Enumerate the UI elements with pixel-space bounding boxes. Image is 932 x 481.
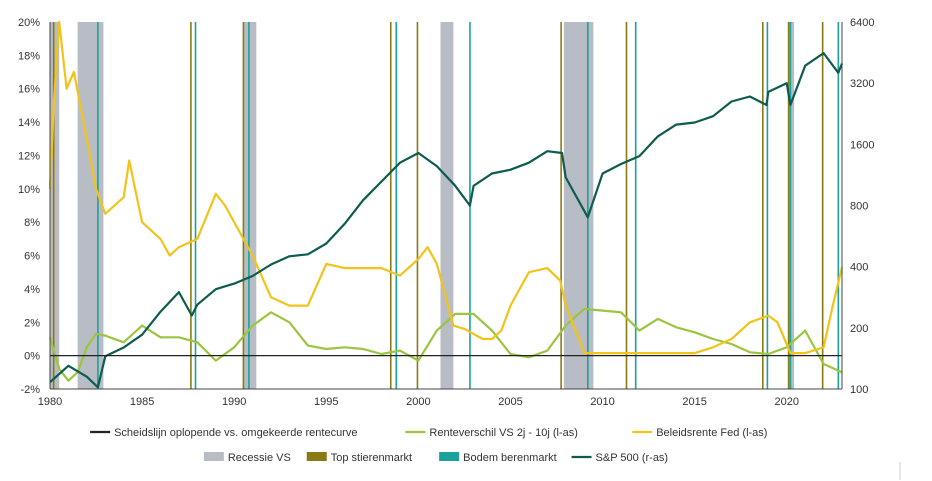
sp500-line — [49, 51, 844, 389]
recession-band — [563, 22, 594, 389]
x-tick-label: 1985 — [130, 396, 154, 408]
right-tick-label: 3200 — [850, 78, 874, 90]
axes: 20% 18% 16% 14% 12% 10% 8% 6% 4% 2% 0% -2% 6400 3200 1… — [18, 17, 875, 408]
right-tick-label: 400 — [850, 262, 868, 274]
x-tick-label: 2005 — [498, 396, 522, 408]
legend-swatch-box — [439, 452, 460, 461]
left-tick-label: 18% — [18, 50, 40, 62]
x-tick-label: 2020 — [775, 396, 799, 408]
series-lines — [48, 20, 844, 389]
left-tick-label: 20% — [18, 17, 40, 29]
left-tick-label: 8% — [24, 217, 40, 229]
recession-band — [788, 22, 795, 389]
x-tick-label: 1995 — [314, 396, 338, 408]
right-tick-label: 200 — [850, 323, 868, 335]
recession-band — [77, 22, 104, 389]
left-tick-label: 10% — [18, 184, 40, 196]
legend-label: Top stierenmarkt — [331, 452, 412, 464]
x-tick-label: 2010 — [590, 396, 614, 408]
recession-bands — [50, 22, 795, 389]
yield-spread-line — [48, 307, 843, 382]
x-tick-label: 1990 — [222, 396, 246, 408]
left-tick-label: 4% — [24, 284, 40, 296]
legend-swatch-box — [203, 452, 224, 461]
legend-label: Bodem berenmarkt — [463, 452, 557, 464]
legend-label: Recessie VS — [228, 452, 291, 464]
right-tick-label: 6400 — [850, 17, 874, 29]
left-tick-label: -2% — [20, 384, 40, 396]
right-tick-label: 800 — [850, 201, 868, 213]
recession-band — [50, 22, 60, 389]
x-tick-label: 2015 — [682, 396, 706, 408]
left-tick-label: 0% — [24, 351, 40, 363]
left-tick-label: 12% — [18, 150, 40, 162]
recession-band — [243, 22, 257, 389]
x-tick-label: 2000 — [406, 396, 430, 408]
left-tick-label: 14% — [18, 117, 40, 129]
left-tick-label: 6% — [24, 251, 40, 263]
right-tick-label: 1600 — [850, 139, 874, 151]
legend: Scheidslijn oplopende vs. omgekeerde ren… — [90, 427, 901, 480]
left-tick-label: 16% — [18, 84, 40, 96]
legend-label: Renteverschil VS 2j - 10j (l-as) — [429, 427, 578, 439]
right-tick-label: 100 — [850, 384, 868, 396]
fed-funds-rate-line — [48, 20, 844, 355]
x-tick-label: 1980 — [38, 396, 62, 408]
recession-band — [440, 22, 454, 389]
legend-label: S&P 500 (r-as) — [596, 452, 669, 464]
left-tick-label: 2% — [24, 317, 40, 329]
legend-label: Beleidsrente Fed (l-as) — [656, 427, 767, 439]
legend-label: Scheidslijn oplopende vs. omgekeerde ren… — [114, 427, 357, 439]
legend-swatch-box — [306, 452, 327, 461]
